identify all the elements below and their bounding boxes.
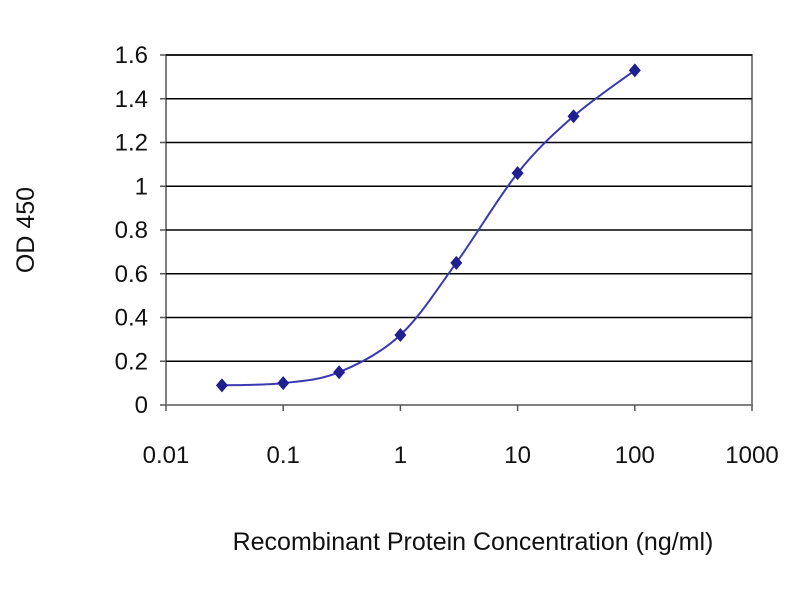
x-tick-label: 1000 bbox=[725, 442, 778, 469]
data-point-marker bbox=[450, 255, 463, 270]
y-axis-title: OD 450 bbox=[12, 187, 40, 273]
x-axis-title: Recombinant Protein Concentration (ng/ml… bbox=[233, 528, 714, 556]
y-tick-label: 0.4 bbox=[115, 305, 148, 332]
y-tick-label: 0 bbox=[135, 392, 148, 419]
gridlines bbox=[166, 54, 752, 362]
y-tick-label: 1.2 bbox=[115, 130, 148, 157]
y-axis: 0 0.2 0.4 0.6 0.8 1 1.2 1.4 1.6 bbox=[115, 42, 166, 419]
series-markers bbox=[215, 63, 641, 393]
data-point-marker bbox=[628, 63, 641, 78]
data-point-marker bbox=[277, 376, 290, 391]
y-tick-label: 0.6 bbox=[115, 261, 148, 288]
data-point-marker bbox=[511, 166, 524, 181]
x-tick-label: 100 bbox=[615, 442, 655, 469]
data-point-marker bbox=[215, 378, 228, 393]
data-point-marker bbox=[567, 109, 580, 124]
x-axis: 0.01 0.1 1 10 100 1000 bbox=[143, 405, 779, 469]
x-tick-label: 1 bbox=[394, 442, 407, 469]
y-tick-label: 0.8 bbox=[115, 217, 148, 244]
y-tick-label: 1.4 bbox=[115, 86, 148, 113]
series-line bbox=[221, 69, 636, 387]
x-tick-label: 10 bbox=[504, 442, 531, 469]
x-tick-label: 0.01 bbox=[143, 442, 190, 469]
data-point-marker bbox=[333, 365, 346, 380]
y-tick-label: 1 bbox=[135, 173, 148, 200]
x-tick-label: 0.1 bbox=[267, 442, 300, 469]
data-point-marker bbox=[394, 328, 407, 342]
y-tick-label: 1.6 bbox=[115, 42, 148, 69]
y-tick-label: 0.2 bbox=[115, 348, 148, 375]
